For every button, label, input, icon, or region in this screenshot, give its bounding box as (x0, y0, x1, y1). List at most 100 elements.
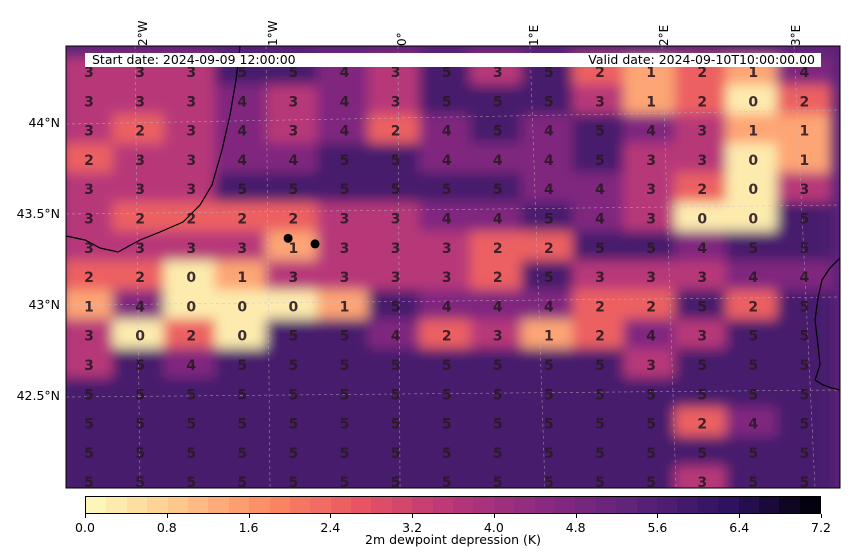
field-cell (419, 231, 475, 265)
grid-value: 2 (84, 153, 94, 169)
field-cell (368, 436, 424, 470)
grid-value: 5 (289, 446, 299, 462)
grid-value: 2 (186, 329, 196, 345)
grid-value: 5 (289, 475, 299, 491)
field-cell (776, 465, 832, 488)
field-cell (265, 289, 321, 324)
field-cell (623, 231, 679, 265)
field-cell (419, 348, 475, 382)
lon-label-3e: 3°E (789, 24, 803, 46)
colorbar-segment (412, 497, 433, 513)
field-cell (265, 319, 321, 353)
grid-value: 5 (442, 94, 452, 110)
grid-value: 2 (544, 241, 554, 257)
grid-value: 4 (493, 153, 503, 169)
field-cell (66, 201, 117, 236)
grid-value: 5 (340, 417, 350, 433)
field-cell (725, 319, 781, 353)
grid-value: 3 (697, 153, 707, 169)
colorbar-segment (208, 497, 229, 513)
colorbar-tick-mark (166, 514, 168, 518)
grid-value: 3 (595, 270, 605, 286)
grid-value: 2 (442, 329, 452, 345)
field-cell (776, 377, 832, 411)
colorbar-segment (758, 497, 780, 513)
field-cell (572, 172, 628, 206)
field-cell (112, 319, 168, 353)
field-cell (163, 465, 219, 488)
colorbar-tick-label: 0.8 (156, 520, 177, 535)
grid-value: 5 (493, 387, 503, 403)
field-cell (368, 289, 424, 324)
lon-label-2e: 2°E (657, 24, 671, 46)
field-cell (470, 260, 526, 294)
field-cell (112, 260, 168, 294)
colorbar-segment (514, 497, 535, 513)
field-cell (674, 143, 730, 177)
field-cell (419, 406, 475, 441)
grid-value: 4 (493, 212, 503, 228)
colorbar-segment (330, 497, 352, 513)
field-cell (572, 406, 628, 441)
grid-value: 5 (84, 446, 94, 462)
grid-value: 5 (289, 65, 299, 81)
grid-value: 5 (544, 446, 554, 462)
grid-value: 3 (493, 329, 503, 345)
field-cell (265, 348, 321, 382)
grid-value: 0 (186, 270, 196, 286)
grid-value: 0 (237, 329, 247, 345)
field-cell (66, 406, 117, 441)
field-cell (623, 113, 679, 148)
grid-value: 4 (135, 299, 145, 315)
field-cell (470, 143, 526, 177)
graticule (66, 46, 840, 488)
field-cell (725, 289, 781, 324)
grid-value: 4 (544, 153, 554, 169)
grid-value: 3 (186, 124, 196, 140)
colorbar-segment (473, 497, 494, 513)
colorbar-segment (616, 497, 637, 513)
grid-value: 4 (544, 299, 554, 315)
grid-value: 4 (340, 65, 350, 81)
field-cell (470, 406, 526, 441)
colorbar-segment (453, 497, 474, 513)
field-cell (214, 260, 270, 294)
grid-value: 4 (237, 124, 247, 140)
colorbar-tick-mark (248, 514, 250, 518)
field-cell (572, 465, 628, 488)
field-cell (214, 377, 270, 411)
grid-value: 2 (186, 212, 196, 228)
colorbar-segment (310, 497, 331, 513)
grid-value: 3 (391, 241, 401, 257)
grid-value: 5 (595, 241, 605, 257)
grid-value: 1 (340, 299, 350, 315)
field-cell (316, 436, 373, 470)
grid-value: 0 (748, 153, 758, 169)
grid-value: 4 (595, 182, 605, 198)
grid-value: 2 (697, 417, 707, 433)
field-cell (674, 231, 730, 265)
field-cell (163, 201, 219, 236)
field-cell (521, 113, 577, 148)
field-cell (725, 260, 781, 294)
grid-value: 5 (442, 417, 452, 433)
grid-value: 5 (135, 387, 145, 403)
grid-value: 3 (186, 153, 196, 169)
grid-value: 5 (748, 446, 758, 462)
field-cell (368, 113, 424, 148)
field-cell (214, 84, 270, 118)
grid-value: 5 (135, 358, 145, 374)
grid-value: 4 (442, 124, 452, 140)
grid-value: 3 (697, 270, 707, 286)
colorbar-tick-mark (330, 514, 332, 518)
field-cell (419, 113, 475, 148)
grid-value: 5 (391, 153, 401, 169)
grid-value: 4 (646, 329, 656, 345)
field-cell (265, 377, 321, 411)
field-cell (265, 406, 321, 441)
grid-value: 2 (646, 299, 656, 315)
grid-value: 3 (646, 270, 656, 286)
grid-value: 3 (340, 270, 350, 286)
grid-value: 5 (800, 299, 810, 315)
